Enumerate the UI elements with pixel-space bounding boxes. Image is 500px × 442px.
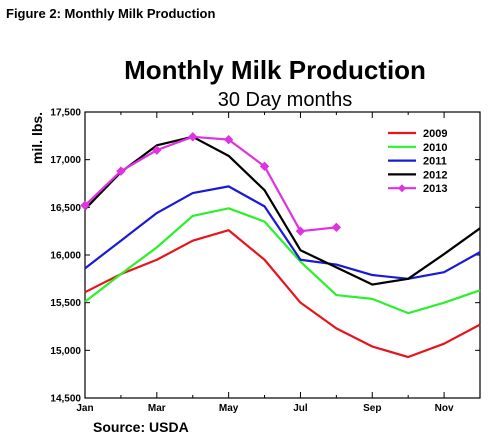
x-tick-label: May <box>219 403 239 414</box>
data-point-2013 <box>80 200 90 211</box>
y-axis-label: mil. lbs. <box>29 112 45 164</box>
x-tick-label: Jul <box>293 403 308 414</box>
data-point-2013 <box>259 161 270 172</box>
series-line-2013 <box>84 135 337 233</box>
data-point-2013 <box>223 134 234 145</box>
legend-label-2012: 2012 <box>423 169 447 181</box>
series-layer <box>80 132 481 359</box>
y-tick-label: 17,000 <box>50 155 81 166</box>
legend-label-2011: 2011 <box>423 156 447 168</box>
data-point-2013 <box>116 166 126 176</box>
chart-subtitle: 30 Day months <box>218 89 353 111</box>
series-line-2010 <box>84 207 481 315</box>
data-point-2013 <box>188 132 198 142</box>
y-axis: 14,500 15,000 15,500 16,000 16,500 17,000 17,5… <box>50 108 480 405</box>
y-tick-label: 16,500 <box>50 203 81 214</box>
legend-label-2009: 2009 <box>423 128 447 140</box>
source-note: Source: USDA <box>93 419 189 435</box>
series-line-2009 <box>84 229 481 359</box>
x-tick-label: Mar <box>148 403 166 414</box>
x-tick-label: Nov <box>435 403 454 414</box>
legend-label-2010: 2010 <box>423 142 447 154</box>
x-axis: Jan Mar May Jul Sep Nov <box>76 112 481 414</box>
chart-title: Monthly Milk Production <box>124 55 426 85</box>
x-tick-label: Sep <box>363 403 381 414</box>
y-tick-label: 17,500 <box>50 108 81 119</box>
y-tick-label: 14,500 <box>50 394 81 405</box>
legend-label-2013: 2013 <box>423 183 447 195</box>
y-tick-label: 15,000 <box>50 346 81 357</box>
y-tick-label: 15,500 <box>50 298 81 309</box>
y-tick-label: 16,000 <box>50 251 81 262</box>
series-line-2012 <box>84 135 481 286</box>
data-point-2013 <box>331 222 342 233</box>
x-tick-label: Jan <box>76 403 93 414</box>
legend-marker-2013 <box>398 184 406 193</box>
data-point-2013 <box>152 145 162 155</box>
data-point-2013 <box>295 226 306 236</box>
series-line-2011 <box>84 185 481 280</box>
figure-caption: Figure 2: Monthly Milk Production <box>6 6 216 21</box>
